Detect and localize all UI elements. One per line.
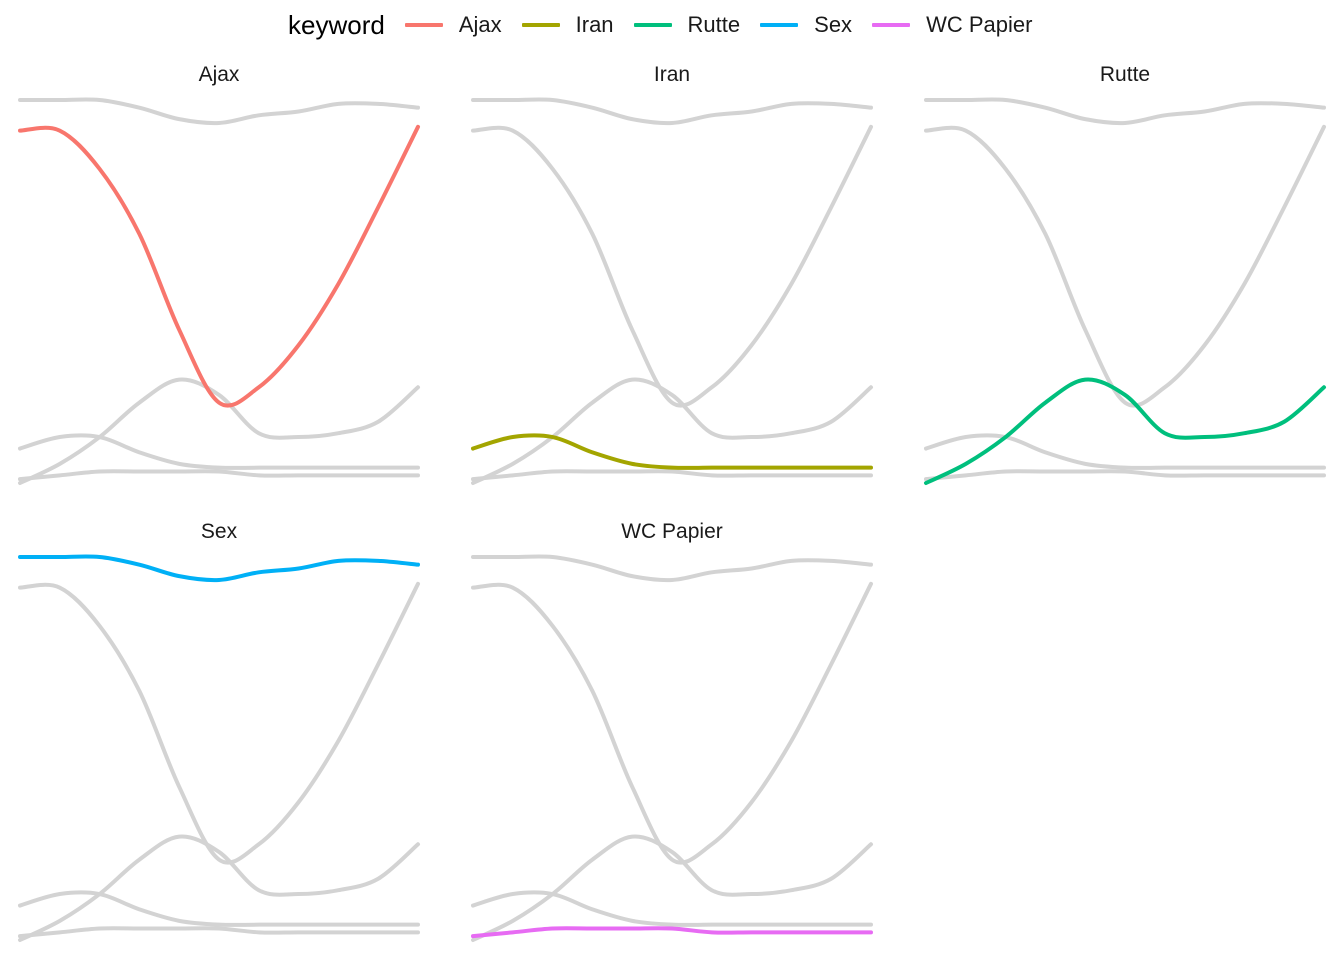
background-line-sex: [924, 97, 1326, 126]
legend-swatch-rutte: [633, 23, 672, 27]
facet-title-ajax: Ajax: [199, 63, 240, 86]
background-line-sex: [471, 554, 873, 583]
background-line-iran: [18, 890, 420, 927]
facet-wc-papier: WC Papier: [471, 520, 873, 942]
series-line-wc-papier: [471, 926, 873, 939]
background-line-sex: [471, 97, 873, 126]
legend-item-iran: Iran: [521, 12, 614, 38]
background-line-wc-papier: [18, 469, 420, 482]
facet-title-sex: Sex: [201, 520, 238, 543]
legend-label-iran: Iran: [575, 12, 614, 37]
series-line-sex: [18, 554, 420, 583]
facet-sex: Sex: [18, 520, 420, 942]
legend-label-ajax: Ajax: [458, 12, 502, 37]
legend-swatch-wc-papier: [872, 23, 911, 27]
legend: keyword Ajax Iran Rutte Sex WC Papier: [0, 0, 1344, 50]
legend-swatch-ajax: [404, 23, 443, 27]
background-line-iran: [924, 433, 1326, 470]
legend-item-wc-papier: WC Papier: [872, 12, 1032, 38]
legend-items: keyword Ajax Iran Rutte Sex WC Papier: [288, 8, 1052, 42]
background-line-sex: [18, 97, 420, 126]
series-line-iran: [471, 433, 873, 470]
legend-item-rutte: Rutte: [633, 12, 741, 38]
legend-item-ajax: Ajax: [404, 12, 502, 38]
background-line-rutte: [471, 377, 873, 485]
legend-item-sex: Sex: [760, 12, 852, 38]
background-line-rutte: [18, 377, 420, 485]
background-line-ajax: [18, 581, 420, 865]
series-line-ajax: [18, 124, 420, 408]
background-line-wc-papier: [924, 469, 1326, 482]
facet-title-iran: Iran: [654, 63, 690, 86]
background-line-wc-papier: [18, 926, 420, 939]
legend-swatch-sex: [760, 23, 799, 27]
background-line-ajax: [471, 581, 873, 865]
facet-rutte: Rutte: [924, 63, 1326, 485]
legend-label-wc-papier: WC Papier: [926, 12, 1033, 37]
legend-swatch-iran: [521, 23, 560, 27]
background-line-wc-papier: [471, 469, 873, 482]
background-line-ajax: [471, 124, 873, 408]
legend-title: keyword: [288, 9, 385, 40]
legend-label-sex: Sex: [814, 12, 853, 37]
series-line-rutte: [924, 377, 1326, 485]
background-line-ajax: [924, 124, 1326, 408]
facet-title-rutte: Rutte: [1100, 63, 1150, 86]
background-line-rutte: [18, 834, 420, 942]
facet-ajax: Ajax: [18, 63, 420, 485]
facet-iran: Iran: [471, 63, 873, 485]
background-line-iran: [18, 433, 420, 470]
background-line-iran: [471, 890, 873, 927]
facet-title-wc-papier: WC Papier: [621, 520, 723, 543]
background-line-rutte: [471, 834, 873, 942]
legend-label-rutte: Rutte: [687, 12, 741, 37]
